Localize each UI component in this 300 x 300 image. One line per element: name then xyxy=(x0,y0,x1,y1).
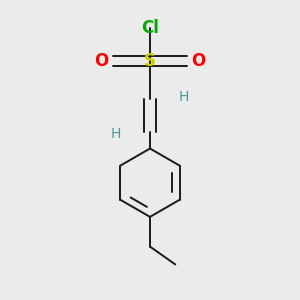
Text: H: H xyxy=(179,89,189,103)
Text: O: O xyxy=(191,52,206,70)
Text: Cl: Cl xyxy=(141,19,159,37)
Text: H: H xyxy=(111,127,121,141)
Text: O: O xyxy=(94,52,109,70)
Text: S: S xyxy=(144,52,156,70)
